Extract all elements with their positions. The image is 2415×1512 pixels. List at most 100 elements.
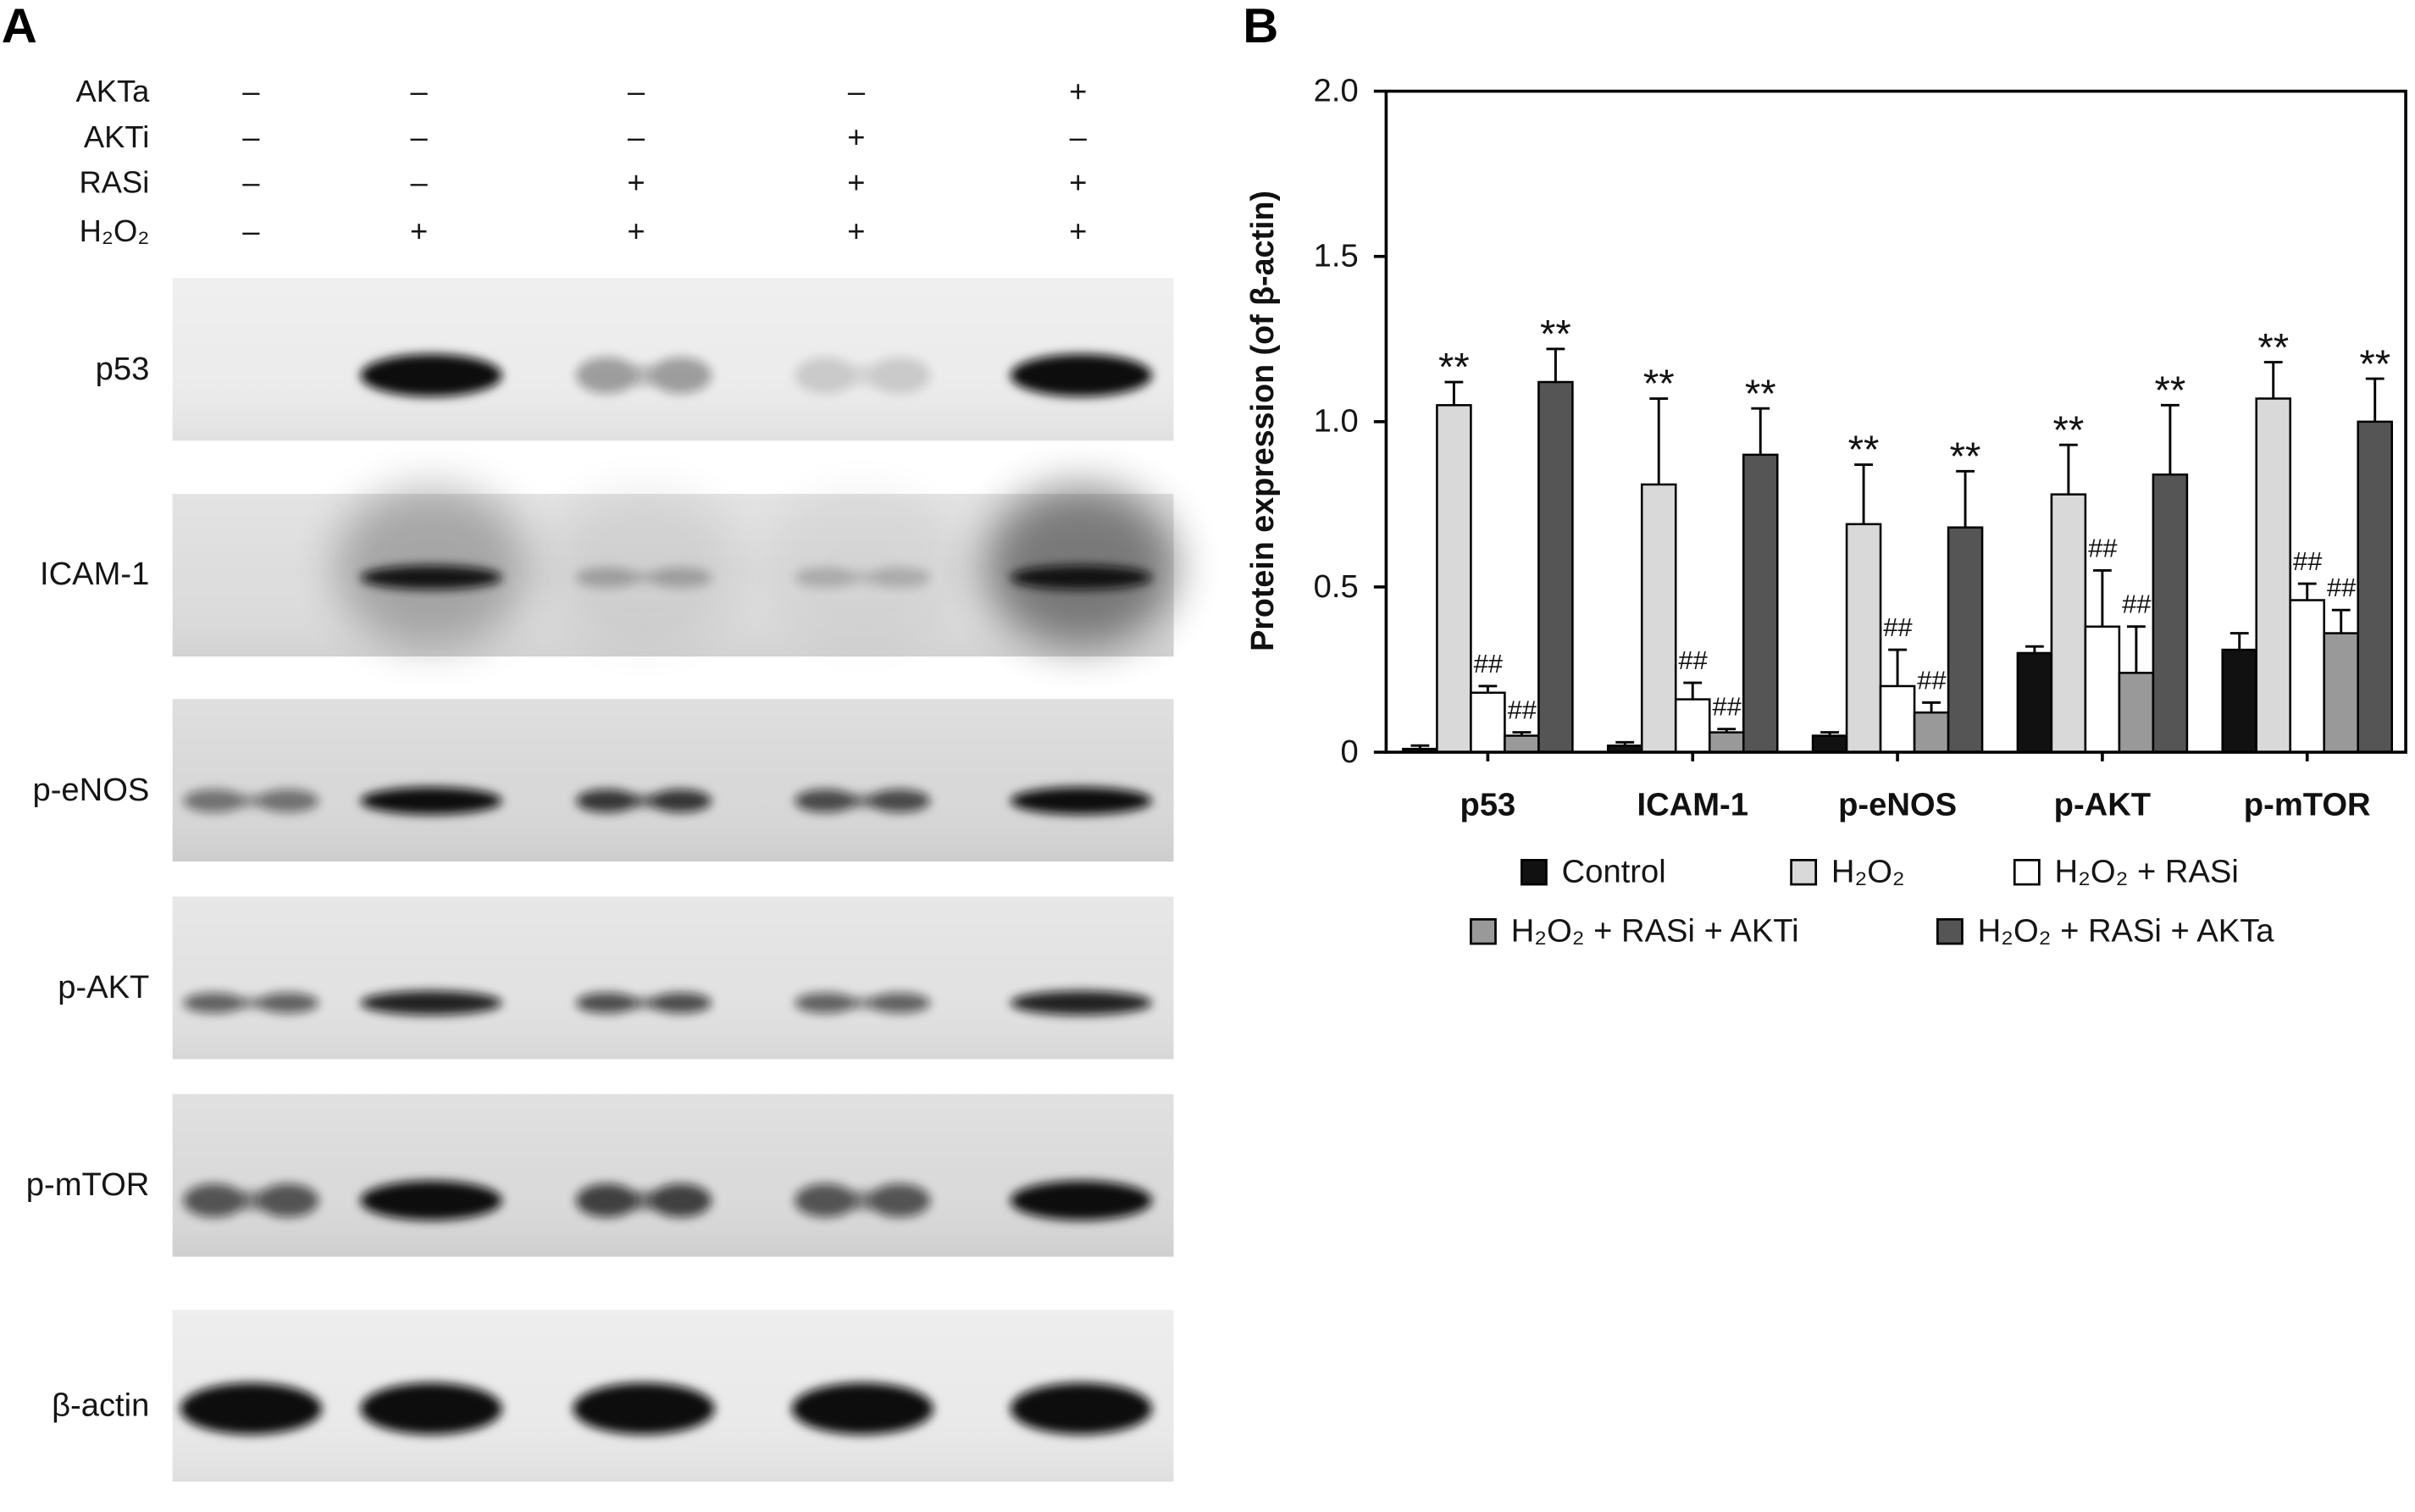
band-core (360, 990, 502, 1016)
significance-icam-1-h2o2: ** (1643, 361, 1675, 406)
y-tick-label: 2.0 (1314, 74, 1359, 109)
legend: Control H₂O₂ H₂O₂ + RASi H₂O₂ + RASi + AKTi… (1470, 855, 2275, 950)
condition-h2o2-lane-5: + (1069, 213, 1087, 248)
band-p-akt-lane-3 (576, 992, 712, 1014)
condition-akti-lane-5: – (1070, 119, 1088, 154)
condition-akti-lane-2: – (410, 119, 428, 154)
blot-label-icam-1: ICAM-1 (40, 557, 149, 592)
legend-item-h2o2-rasi-akta: H₂O₂ + RASi + AKTa (1936, 914, 2275, 950)
y-tick-label: 1.5 (1314, 239, 1359, 274)
condition-akta-lane-2: – (410, 74, 428, 108)
legend-item-h2o2-rasi: H₂O₂ + RASi (2013, 855, 2239, 890)
band-core (360, 1382, 502, 1435)
band-p53-lane-5 (1010, 353, 1153, 397)
condition-rasi-lane-4: + (847, 165, 865, 200)
band-core (180, 1382, 323, 1435)
condition-h2o2-lane-1: – (242, 213, 260, 248)
significance-icam-1-h2o2-rasi: ## (1678, 645, 1708, 675)
band-beta-actin-lane-4 (791, 1382, 933, 1435)
band-core (791, 1382, 933, 1435)
bar-p53-h2o2-rasi-akta (1537, 380, 1574, 754)
band-p-mtor-lane-1 (183, 1183, 319, 1218)
band-p-enos-lane-2 (360, 787, 502, 815)
blot-smear-icam-1-lane-3 (548, 485, 739, 648)
condition-label-rasi: RASi (80, 165, 150, 200)
bar-p53-h2o2-rasi (1470, 691, 1506, 754)
bar-p-enos-h2o2-rasi-akti (1913, 711, 1950, 754)
bar-group-p-mtor: ** #### ** (2221, 324, 2393, 754)
bar-icam-1-h2o2-rasi-akta (1742, 453, 1779, 754)
band-core (360, 787, 502, 815)
bar-group-p53: ** #### ** (1402, 311, 1574, 754)
y-tick-label: 0 (1340, 734, 1358, 770)
band-core (1010, 1382, 1153, 1435)
significance-p-enos-h2o2-rasi-akta: ** (1950, 434, 1981, 479)
band-core (1010, 353, 1153, 397)
band-p-akt-lane-5 (1010, 990, 1153, 1016)
band-p-enos-lane-4 (795, 789, 931, 813)
x-category-label-p53: p53 (1460, 788, 1516, 823)
significance-p53-h2o2-rasi-akta: ** (1540, 311, 1571, 356)
bar-group-p-akt: ** #### ** (2016, 368, 2189, 754)
panel-a: A AKTa – – – – + AKTi – – – + – RASi – – + + + H₂O₂ – + + + + p… (2, 0, 1177, 1482)
band-core (360, 1180, 502, 1221)
legend-label-h2o2-rasi: H₂O₂ + RASi (2055, 855, 2239, 890)
band-core (1010, 990, 1153, 1016)
condition-akta-lane-1: – (242, 74, 260, 108)
band-core (1010, 787, 1153, 815)
band-bridge (198, 996, 304, 1010)
condition-h2o2-lane-3: + (627, 213, 645, 248)
condition-akta-lane-5: + (1069, 74, 1087, 108)
significance-p53-h2o2-rasi: ## (1473, 649, 1503, 678)
significance-icam-1-h2o2-rasi-akti: ## (1712, 692, 1742, 722)
blot-label-p-akt: p-AKT (58, 970, 149, 1005)
x-category-label-p-mtor: p-mTOR (2244, 788, 2371, 823)
band-bridge (591, 571, 696, 584)
band-bridge (591, 794, 696, 808)
bar-p-akt-h2o2 (2050, 493, 2087, 754)
significance-p-akt-h2o2-rasi-akti: ## (2122, 590, 2152, 619)
significance-p-mtor-h2o2: ** (2257, 324, 2289, 369)
legend-label-h2o2: H₂O₂ (1831, 855, 1905, 890)
band-p53-lane-2 (360, 353, 502, 397)
band-bridge (810, 571, 916, 584)
significance-p-mtor-h2o2-rasi-akti: ## (2327, 573, 2357, 602)
condition-rasi-lane-2: – (410, 165, 428, 200)
condition-label-akti: AKTi (84, 119, 149, 154)
treatment-conditions: AKTa – – – – + AKTi – – – + – RASi – – + + + H₂O₂ – + + + + (75, 74, 1087, 248)
band-p-mtor-lane-4 (795, 1183, 931, 1218)
condition-akta-lane-4: – (848, 74, 866, 108)
bar-chart: 00.51.01.52.0**####**p53**####**ICAM-1**… (1314, 74, 2393, 823)
band-core (360, 565, 502, 590)
bar-group-p-enos: ** #### ** (1811, 427, 1984, 754)
band-bridge (591, 996, 696, 1010)
band-bridge (198, 1190, 304, 1210)
bar-p-mtor-h2o2-rasi (2289, 599, 2325, 754)
significance-p-akt-h2o2-rasi-akta: ** (2155, 368, 2186, 413)
legend-label-h2o2-rasi-akti: H₂O₂ + RASi + AKTi (1511, 914, 1799, 950)
legend-label-control: Control (1562, 855, 1666, 890)
blot-row-icam-1 (172, 485, 1177, 656)
legend-item-h2o2: H₂O₂ (1790, 855, 1905, 890)
condition-akti-lane-4: + (847, 119, 865, 154)
panel-b: B Protein expression (of β-actin) 0 0.5 1.… (1243, 0, 2407, 950)
band-p-akt-lane-1 (183, 992, 319, 1014)
significance-p-enos-h2o2-rasi: ## (1883, 612, 1913, 642)
band-core (360, 353, 502, 397)
band-bridge (198, 794, 304, 808)
bar-icam-1-h2o2-rasi (1674, 698, 1711, 754)
condition-akti-lane-3: – (628, 119, 645, 154)
legend-swatch-h2o2-rasi-akti (1470, 918, 1497, 945)
band-p53-lane-4 (795, 357, 931, 394)
legend-label-h2o2-rasi-akta: H₂O₂ + RASi + AKTa (1978, 914, 2275, 950)
band-beta-actin-lane-1 (180, 1382, 323, 1435)
bar-p-enos-control (1811, 734, 1848, 754)
bar-p-mtor-control (2221, 648, 2257, 754)
condition-rasi-lane-3: + (627, 165, 645, 200)
bar-p-mtor-h2o2 (2255, 397, 2291, 754)
legend-item-control: Control (1520, 855, 1666, 890)
blot-row-beta-actin (172, 1310, 1174, 1482)
y-axis-label: Protein expression (of β-actin) (1245, 191, 1281, 651)
blot-label-p53: p53 (96, 352, 150, 387)
